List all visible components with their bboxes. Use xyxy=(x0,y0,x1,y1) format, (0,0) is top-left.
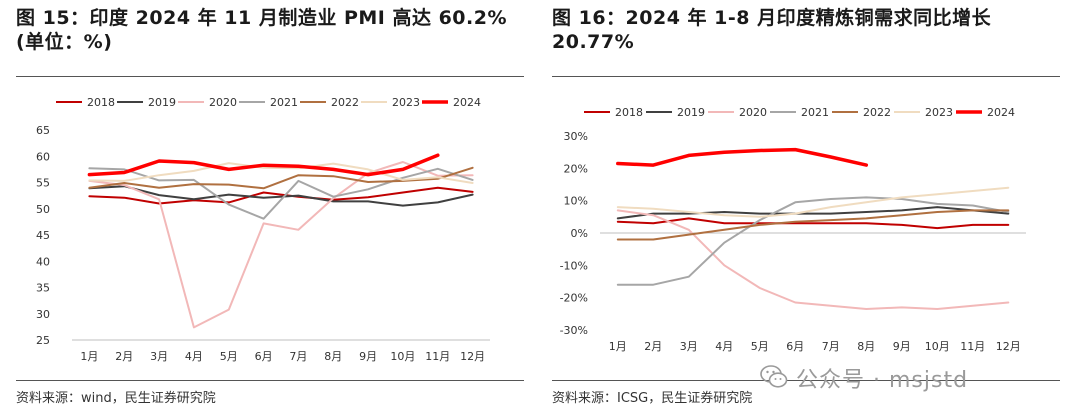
x-tick-label: 9月 xyxy=(359,350,377,363)
series-line-2024 xyxy=(87,153,440,177)
legend-label-2019: 2019 xyxy=(677,106,705,119)
x-tick-label: 8月 xyxy=(324,350,342,363)
x-tick-label: 11月 xyxy=(425,350,450,363)
copper-demand-line-chart: 2018 2019 2020 2021 2022 2023 2024 -30% -20% -10%… xyxy=(560,106,1026,353)
x-tick-label: 5月 xyxy=(220,350,238,363)
y-tick-label: 0% xyxy=(571,227,588,240)
x-tick-label: 1月 xyxy=(609,340,627,353)
y-tick-label: 25 xyxy=(36,334,50,347)
x-tick-label: 10月 xyxy=(925,340,950,353)
legend-label-2019: 2019 xyxy=(148,96,176,109)
title-divider xyxy=(16,76,524,77)
y-tick-label: 65 xyxy=(36,124,50,137)
watermark-text: 公众号 · msjstd xyxy=(796,368,969,393)
x-tick-label: 3月 xyxy=(150,350,168,363)
legend-label-2022: 2022 xyxy=(331,96,359,109)
series-line-2019 xyxy=(616,206,1010,220)
x-tick-label: 2月 xyxy=(115,350,133,363)
y-tick-label: 35 xyxy=(36,282,50,295)
legend-label-2021: 2021 xyxy=(270,96,298,109)
x-tick-label: 4月 xyxy=(715,340,733,353)
x-tick-label: 12月 xyxy=(996,340,1021,353)
figure-15-title: 图 15：印度 2024 年 11 月制造业 PMI 高达 60.2%(单位：%… xyxy=(16,7,507,53)
x-tick-label: 3月 xyxy=(680,340,698,353)
legend-label-2020: 2020 xyxy=(209,96,237,109)
figure-16-title: 图 16：2024 年 1-8 月印度精炼铜需求同比增长 20.77% xyxy=(552,7,992,53)
x-tick-label: 12月 xyxy=(460,350,485,363)
wechat-icon xyxy=(760,365,788,388)
series-line-2018 xyxy=(88,186,474,205)
legend-label-2023: 2023 xyxy=(925,106,953,119)
x-tick-label: 8月 xyxy=(857,340,875,353)
y-tick-label: -30% xyxy=(560,324,588,337)
x-tick-label: 1月 xyxy=(80,350,98,363)
y-tick-label: 40 xyxy=(36,255,50,268)
x-tick-label: 4月 xyxy=(185,350,203,363)
legend-label-2018: 2018 xyxy=(87,96,115,109)
series-line-2022 xyxy=(88,166,474,190)
series-line-2018 xyxy=(616,217,1010,230)
y-tick-label: 55 xyxy=(36,177,50,190)
y-tick-label: 30 xyxy=(36,308,50,321)
figure-16-panel: 图 16：2024 年 1-8 月印度精炼铜需求同比增长 20.77% 2018… xyxy=(548,0,1068,420)
series-line-2023 xyxy=(88,162,474,184)
y-tick-label: 20% xyxy=(564,162,588,175)
legend-label-2022: 2022 xyxy=(863,106,891,119)
figure-15-panel: 图 15：印度 2024 年 11 月制造业 PMI 高达 60.2%(单位：%… xyxy=(12,0,532,420)
legend-label-2024: 2024 xyxy=(987,106,1015,119)
x-tick-label: 5月 xyxy=(751,340,769,353)
series-line-2021 xyxy=(88,167,474,220)
figure-16-source: 资料来源：ICSG，民生证券研究院 xyxy=(552,391,753,406)
y-tick-label: 50 xyxy=(36,203,50,216)
y-tick-label: -20% xyxy=(560,292,588,305)
pmi-line-chart: 2018 2019 2020 2021 2022 2023 2024 25 30 35 40 45 50… xyxy=(36,96,490,363)
y-tick-label: 60 xyxy=(36,150,50,163)
x-tick-label: 9月 xyxy=(893,340,911,353)
figure-15-source: 资料来源：wind，民生证券研究院 xyxy=(16,391,216,406)
legend-label-2024: 2024 xyxy=(453,96,481,109)
y-tick-label: 30% xyxy=(564,130,588,143)
series-line-2021 xyxy=(616,196,1010,286)
source-divider xyxy=(16,380,524,381)
title-divider xyxy=(552,76,1060,77)
series-line-2020 xyxy=(616,209,1010,310)
source-divider xyxy=(552,380,1060,381)
x-tick-label: 6月 xyxy=(786,340,804,353)
y-tick-label: -10% xyxy=(560,259,588,272)
x-tick-label: 10月 xyxy=(390,350,415,363)
legend-label-2021: 2021 xyxy=(801,106,829,119)
series-line-2020 xyxy=(88,161,474,329)
series-line-2024 xyxy=(616,147,869,167)
x-tick-label: 11月 xyxy=(960,340,985,353)
series-line-2019 xyxy=(88,185,474,207)
x-tick-label: 6月 xyxy=(255,350,273,363)
series-line-2022 xyxy=(616,209,1010,241)
x-tick-label: 7月 xyxy=(822,340,840,353)
x-tick-label: 7月 xyxy=(289,350,307,363)
y-tick-label: 45 xyxy=(36,229,50,242)
legend-label-2020: 2020 xyxy=(739,106,767,119)
y-tick-label: 10% xyxy=(564,195,588,208)
legend-label-2018: 2018 xyxy=(615,106,643,119)
series-line-2023 xyxy=(616,186,1010,218)
x-tick-label: 2月 xyxy=(644,340,662,353)
legend-label-2023: 2023 xyxy=(392,96,420,109)
